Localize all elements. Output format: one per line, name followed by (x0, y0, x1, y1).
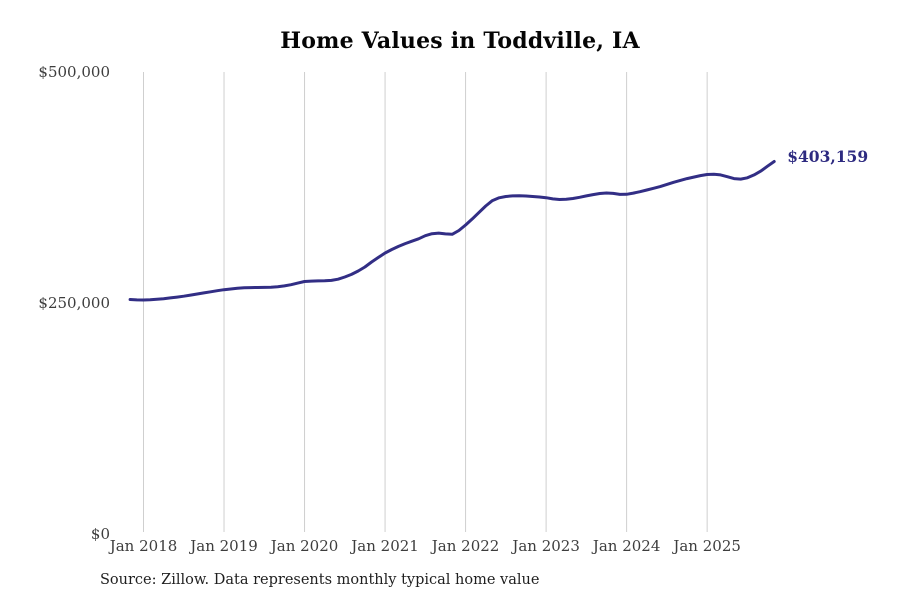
chart-title: Home Values in Toddville, IA (280, 28, 640, 54)
y-tick-label: $250,000 (38, 294, 110, 312)
home-value-line (128, 160, 776, 302)
x-tick-label: Jan 2022 (431, 537, 500, 555)
x-tick-label: Jan 2024 (592, 537, 661, 555)
x-tick-label: Jan 2023 (512, 537, 580, 555)
x-tick-label: Jan 2019 (190, 537, 258, 555)
gridlines (143, 72, 708, 532)
x-tick-label: Jan 2020 (270, 537, 339, 555)
source-note: Source: Zillow. Data represents monthly … (100, 572, 540, 588)
x-tick-label: Jan 2018 (109, 537, 178, 555)
x-tick-label: Jan 2025 (673, 537, 741, 555)
y-tick-label: $0 (90, 525, 110, 543)
x-tick-label: Jan 2021 (351, 537, 419, 555)
latest-value-label: $403,159 (787, 147, 869, 167)
y-tick-label: $500,000 (38, 63, 110, 81)
